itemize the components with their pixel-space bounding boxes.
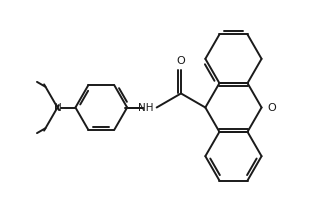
Text: NH: NH <box>138 103 154 112</box>
Text: O: O <box>267 103 276 112</box>
Text: N: N <box>53 103 61 112</box>
Text: O: O <box>177 56 185 66</box>
